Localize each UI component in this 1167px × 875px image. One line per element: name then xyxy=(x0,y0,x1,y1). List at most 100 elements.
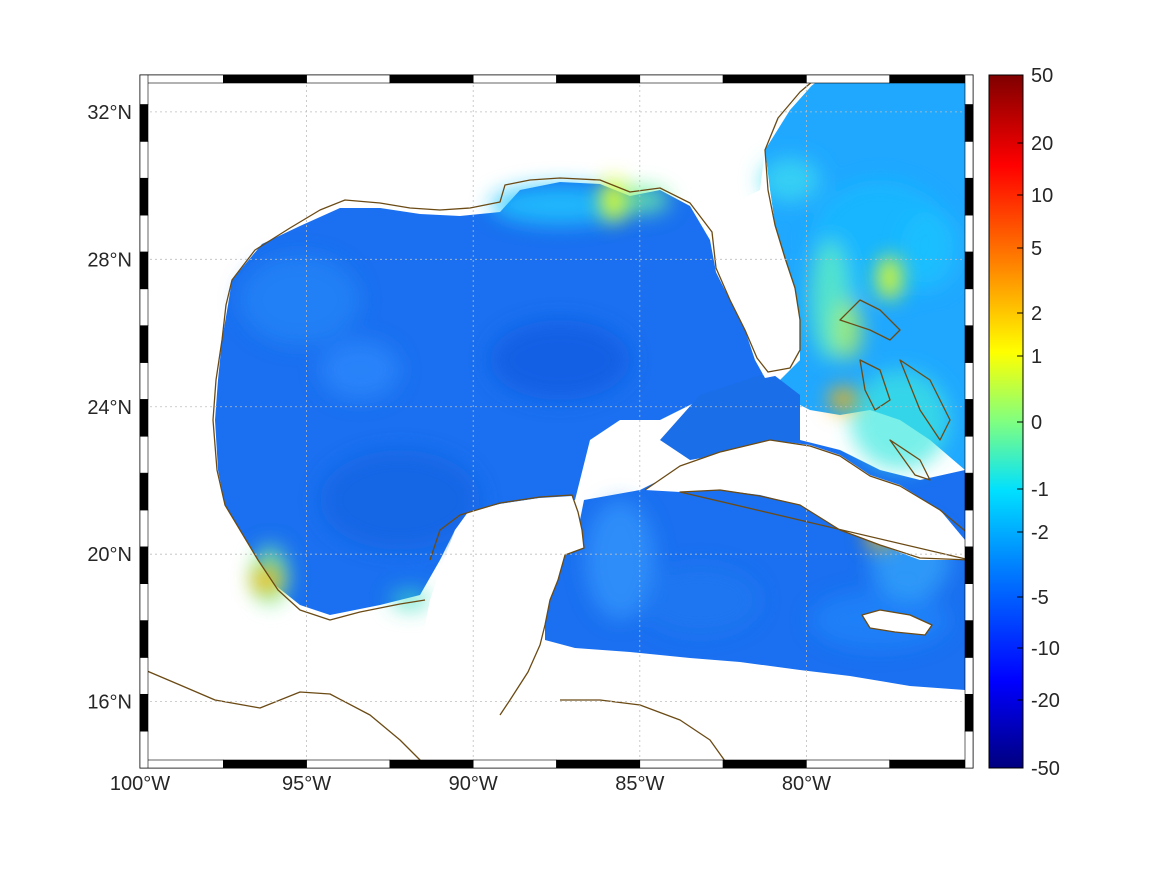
colorbar-tick-label: -2 xyxy=(1031,522,1049,544)
hotspot-marker xyxy=(877,255,902,300)
florida-peninsula xyxy=(710,75,965,378)
frame-segment xyxy=(139,759,224,769)
x-tick-label: 80°W xyxy=(782,773,831,795)
hotspots xyxy=(252,178,902,593)
jamaica-coastline xyxy=(861,609,933,636)
bahamas-coastline xyxy=(839,299,951,481)
frame-segment xyxy=(223,74,307,84)
frame-segment xyxy=(389,74,474,84)
frame-segment xyxy=(964,730,974,769)
colorbar-tick-label: -10 xyxy=(1031,638,1060,660)
colorbar-tick-label: -20 xyxy=(1031,690,1060,712)
frame-segment xyxy=(306,74,391,84)
x-tick-label: 95°W xyxy=(282,773,331,795)
frame-segment xyxy=(139,399,149,437)
cuba-coastline xyxy=(644,439,971,561)
gulf-coastline xyxy=(140,75,821,768)
frame-segment xyxy=(722,74,807,84)
jamaica-island xyxy=(862,610,932,635)
frame-segment xyxy=(139,657,149,695)
frame-segment xyxy=(964,214,974,253)
hotspot-marker xyxy=(601,178,626,223)
frame-segment xyxy=(556,74,641,84)
colorbar-tick-label: 0 xyxy=(1031,412,1042,434)
frame-segment xyxy=(964,546,974,584)
frame-segment xyxy=(964,177,974,216)
frame-segment xyxy=(964,288,974,326)
frame-checker-border xyxy=(139,74,974,769)
frame-segment xyxy=(964,657,974,695)
frame-segment xyxy=(139,141,149,179)
frame-segment xyxy=(964,104,974,142)
frame-segment xyxy=(889,74,974,84)
hotspot-marker xyxy=(252,568,281,593)
colorbar-tick-label: -50 xyxy=(1031,758,1060,780)
frame-segment xyxy=(139,104,149,142)
frame-segment xyxy=(472,759,557,769)
y-tick-label: 20°N xyxy=(87,544,132,566)
frame-segment xyxy=(139,325,149,363)
central-america xyxy=(140,650,973,768)
plot-area xyxy=(140,75,973,768)
frame-segment xyxy=(556,759,641,769)
frame-segment xyxy=(964,583,974,621)
y-axis-ticks: 32°N 28°N 24°N 20°N 16°N xyxy=(87,102,132,714)
x-axis-ticks: 100°W 95°W 90°W 85°W 80°W xyxy=(110,773,831,795)
y-tick-label: 24°N xyxy=(87,397,132,419)
colorbar-tick-label: -1 xyxy=(1031,479,1049,501)
frame-segment xyxy=(806,74,891,84)
frame-segment xyxy=(139,620,149,658)
florida-straits-field xyxy=(660,372,800,460)
frame-segment xyxy=(139,546,149,584)
frame-segment xyxy=(806,759,891,769)
frame-segment xyxy=(139,435,149,474)
colorbar-tick-label: 1 xyxy=(1031,346,1042,368)
frame-segment xyxy=(306,759,391,769)
land-mask xyxy=(140,75,973,768)
colorbar-tick-label: 10 xyxy=(1031,185,1053,207)
frame-segment xyxy=(964,251,974,290)
frame-segment xyxy=(964,435,974,474)
y-tick-label: 28°N xyxy=(87,249,132,271)
frame-segment xyxy=(139,472,149,511)
field-variations xyxy=(240,158,960,650)
frame-segment xyxy=(472,74,557,84)
frame-segment xyxy=(722,759,807,769)
frame-segment xyxy=(964,141,974,179)
frame-segment xyxy=(889,759,974,769)
frame-segment xyxy=(139,583,149,621)
x-tick-label: 100°W xyxy=(110,773,170,795)
x-tick-label: 90°W xyxy=(449,773,498,795)
colorbar-tick-label: 50 xyxy=(1031,65,1053,87)
frame-segment xyxy=(964,472,974,511)
hotspot-marker xyxy=(829,387,858,412)
colorbar-tick-label: -5 xyxy=(1031,587,1049,609)
frame-segment xyxy=(139,288,149,326)
y-tick-label: 32°N xyxy=(87,102,132,124)
frame-segment xyxy=(964,399,974,437)
frame-segment xyxy=(964,620,974,658)
frame-segment xyxy=(639,74,724,84)
frame-segment xyxy=(389,759,474,769)
frame-segment xyxy=(139,214,149,253)
frame-segment xyxy=(964,693,974,732)
frame-segment xyxy=(139,177,149,216)
colorbar-tick-label: 20 xyxy=(1031,133,1053,155)
coastlines xyxy=(140,75,971,768)
frame-segment xyxy=(139,251,149,290)
frame-segment xyxy=(139,362,149,400)
colorbar-tick-label: 2 xyxy=(1031,303,1042,325)
frame-segment xyxy=(964,509,974,548)
y-tick-label: 16°N xyxy=(87,692,132,714)
yucatan-peninsula xyxy=(420,496,584,655)
frame-segment xyxy=(139,730,149,769)
graticule-grid xyxy=(140,75,973,768)
map-frame xyxy=(139,74,974,769)
cuba-island xyxy=(645,440,965,560)
frame-segment xyxy=(139,74,149,105)
colorbar-tick-label: 5 xyxy=(1031,238,1042,260)
frame-segment xyxy=(139,74,224,84)
